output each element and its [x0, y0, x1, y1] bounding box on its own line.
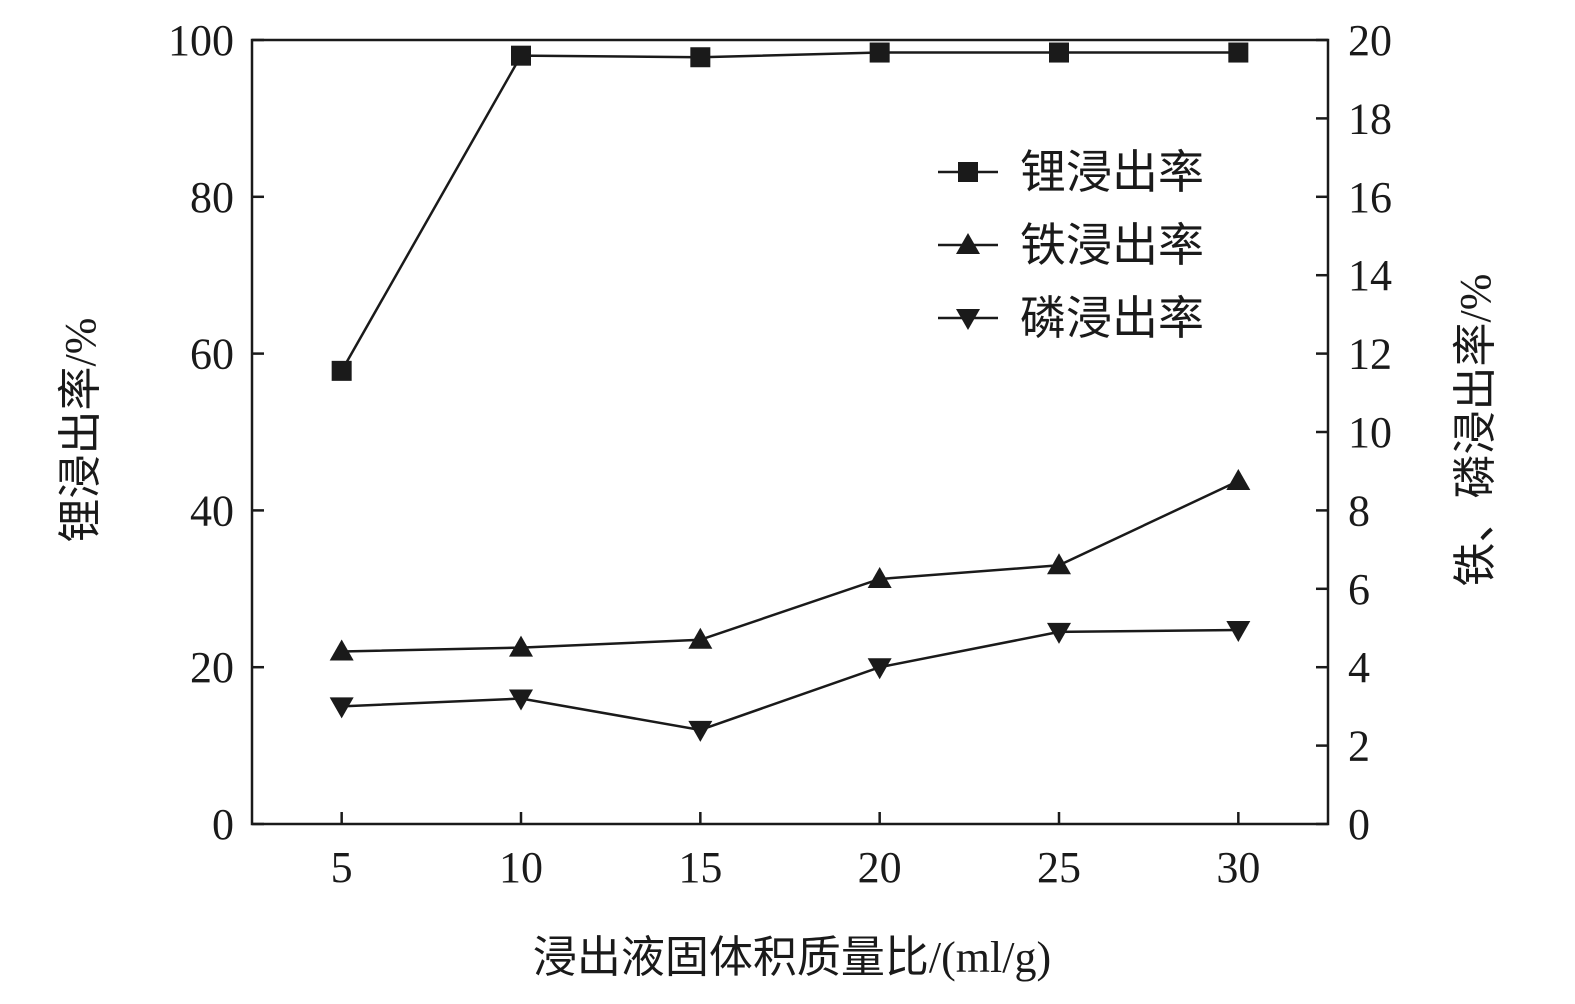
legend-item: 锂浸出率	[938, 147, 1204, 198]
x-tick-label: 15	[678, 843, 722, 892]
x-tick-label: 30	[1216, 843, 1260, 892]
legend-item: 磷浸出率	[938, 293, 1204, 344]
data-point	[867, 658, 892, 680]
left-y-tick-label: 60	[190, 330, 234, 379]
x-tick-label: 10	[499, 843, 543, 892]
data-point	[1226, 469, 1251, 490]
legend-label: 铁浸出率	[1020, 220, 1204, 271]
right-y-tick-label: 18	[1348, 94, 1392, 143]
right-axis-title: 铁、磷浸出率/%	[1451, 274, 1500, 587]
x-tick-label: 25	[1037, 843, 1081, 892]
data-point	[509, 689, 533, 711]
data-point	[869, 42, 890, 63]
data-point	[329, 697, 354, 719]
right-y-tick-label: 8	[1348, 486, 1370, 535]
left-y-tick-label: 20	[190, 643, 234, 692]
legend-label: 锂浸出率	[1020, 147, 1204, 198]
legend-marker	[958, 162, 978, 182]
right-y-tick-label: 14	[1348, 251, 1392, 300]
left-y-tick-label: 40	[190, 486, 234, 535]
data-point	[1228, 42, 1249, 63]
legend-marker	[956, 309, 980, 330]
right-y-tick-label: 4	[1348, 643, 1370, 692]
left-y-tick-label: 80	[190, 173, 234, 222]
series-1	[331, 42, 1249, 381]
x-axis-title: 浸出液固体积质量比/(ml/g)	[533, 933, 1051, 982]
right-y-tick-label: 20	[1348, 16, 1392, 65]
x-tick-label: 20	[858, 843, 902, 892]
right-y-tick-label: 16	[1348, 173, 1392, 222]
data-point	[509, 635, 533, 657]
right-y-tick-label: 12	[1348, 330, 1392, 379]
legend-label: 磷浸出率	[1020, 293, 1204, 344]
left-y-tick-label: 100	[168, 16, 234, 65]
x-tick-label: 5	[331, 843, 353, 892]
series-line	[341, 479, 1239, 653]
right-y-tick-label: 0	[1348, 800, 1370, 849]
legend-item: 铁浸出率	[938, 220, 1204, 271]
data-point	[688, 720, 713, 742]
series-2	[329, 469, 1251, 661]
series-line	[341, 628, 1239, 732]
series-layer	[329, 42, 1251, 742]
right-y-tick-label: 2	[1348, 722, 1370, 771]
data-point	[1047, 553, 1071, 575]
data-point	[331, 360, 352, 381]
left-y-tick-label: 0	[212, 800, 234, 849]
data-point	[1047, 622, 1071, 644]
axes: 5 10 15 20 25 30 0 20 40 60 80 100 0 2 4 6 8 10 12 14 16 18 20	[168, 16, 1392, 892]
series-line	[340, 51, 1239, 372]
data-point	[690, 47, 711, 68]
data-point	[1049, 42, 1069, 63]
data-point	[867, 567, 892, 588]
right-y-tick-label: 6	[1348, 565, 1370, 614]
series-3	[329, 620, 1251, 742]
data-point	[688, 627, 713, 649]
data-point	[1226, 620, 1251, 642]
data-point	[511, 45, 531, 66]
data-point	[329, 639, 354, 661]
right-y-tick-label: 10	[1348, 408, 1392, 457]
left-axis-title: 锂浸出率/%	[56, 318, 105, 543]
legend-marker	[956, 233, 980, 254]
